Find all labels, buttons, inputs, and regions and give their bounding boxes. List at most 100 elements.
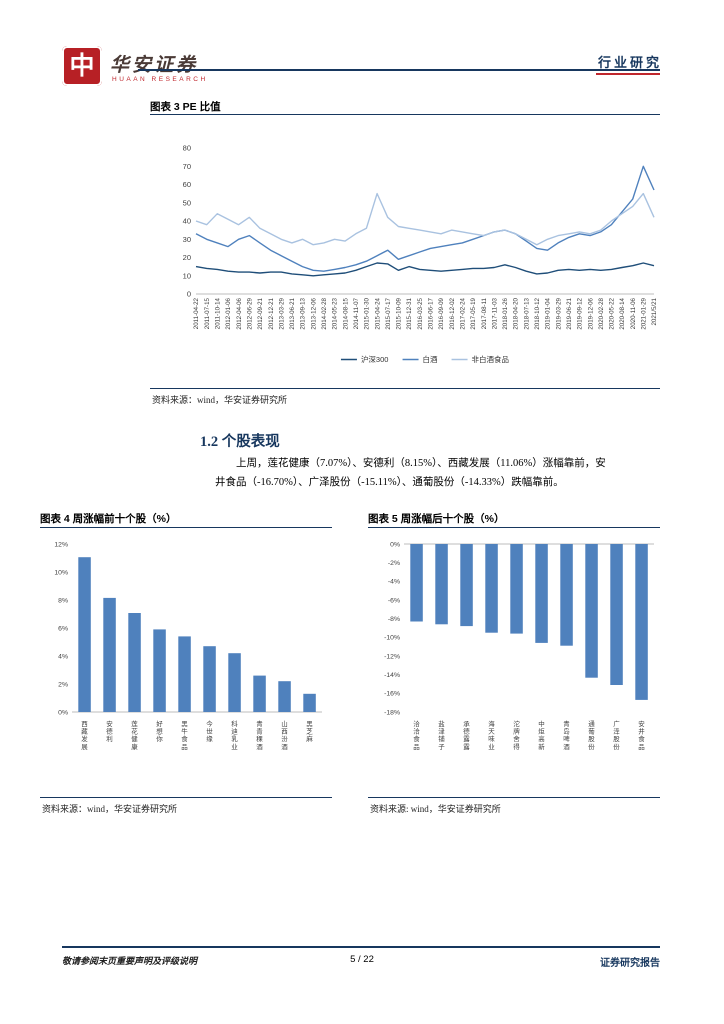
- svg-text:2017-11-03: 2017-11-03: [491, 297, 498, 329]
- svg-text:铺: 铺: [438, 734, 445, 743]
- svg-text:牛: 牛: [181, 727, 188, 736]
- svg-text:泽: 泽: [613, 728, 620, 736]
- svg-text:广: 广: [613, 719, 620, 728]
- svg-text:藏: 藏: [81, 727, 88, 736]
- svg-text:酒: 酒: [281, 743, 288, 751]
- report-type-label: 行业研究: [598, 55, 663, 70]
- brand-name-en: HUAAN RESEARCH: [112, 76, 208, 83]
- svg-text:-8%: -8%: [388, 616, 400, 623]
- svg-text:70: 70: [183, 162, 191, 171]
- svg-text:业: 业: [488, 742, 495, 751]
- svg-text:股: 股: [613, 735, 620, 743]
- svg-text:2012-01-06: 2012-01-06: [225, 297, 232, 329]
- svg-text:-16%: -16%: [384, 691, 400, 698]
- footer-rule: [62, 946, 660, 948]
- svg-text:承: 承: [463, 719, 470, 728]
- svg-text:通: 通: [588, 719, 595, 728]
- svg-text:2013-03-29: 2013-03-29: [278, 297, 285, 329]
- svg-text:品: 品: [413, 743, 420, 751]
- svg-text:-6%: -6%: [388, 597, 400, 604]
- svg-text:西: 西: [281, 728, 288, 736]
- svg-text:露: 露: [463, 735, 470, 743]
- svg-text:2020-08-14: 2020-08-14: [619, 297, 626, 329]
- svg-text:白酒: 白酒: [423, 354, 438, 364]
- svg-text:沱: 沱: [513, 719, 520, 728]
- svg-text:青: 青: [256, 719, 263, 728]
- svg-text:利: 利: [106, 734, 113, 743]
- svg-text:汾: 汾: [281, 734, 288, 743]
- svg-text:2016-09-09: 2016-09-09: [438, 297, 445, 329]
- svg-text:股: 股: [588, 735, 595, 743]
- svg-text:得: 得: [513, 742, 520, 751]
- svg-text:2016-12-02: 2016-12-02: [449, 297, 456, 329]
- svg-text:10: 10: [183, 271, 191, 280]
- svg-text:高: 高: [538, 734, 545, 743]
- svg-text:盐: 盐: [438, 719, 445, 728]
- pe-ratio-line-chart: 0 10 20 30 40 50 60 70 80 2011-04-22 2011-07-15 201…: [183, 144, 659, 365]
- svg-text:食: 食: [413, 734, 420, 743]
- svg-text:2021/5/21: 2021/5/21: [651, 297, 658, 325]
- svg-text:2012-12-21: 2012-12-21: [268, 297, 275, 329]
- svg-text:2018-07-13: 2018-07-13: [523, 297, 530, 329]
- svg-text:2013-12-06: 2013-12-06: [310, 297, 317, 329]
- svg-text:2011-04-22: 2011-04-22: [193, 297, 200, 329]
- svg-text:2015-07-17: 2015-07-17: [385, 297, 392, 329]
- svg-text:2014-11-07: 2014-11-07: [353, 297, 360, 329]
- svg-text:2013-09-13: 2013-09-13: [300, 297, 307, 329]
- svg-text:想: 想: [156, 727, 163, 736]
- svg-text:2014-05-23: 2014-05-23: [332, 297, 339, 329]
- svg-text:4%: 4%: [58, 653, 68, 660]
- svg-text:食: 食: [181, 734, 188, 743]
- svg-text:0%: 0%: [58, 709, 68, 716]
- svg-text:份: 份: [613, 742, 620, 751]
- svg-text:2015-01-30: 2015-01-30: [364, 297, 371, 329]
- svg-text:6%: 6%: [58, 625, 68, 632]
- svg-text:子: 子: [438, 743, 445, 751]
- svg-text:酒: 酒: [256, 743, 263, 751]
- svg-text:-18%: -18%: [384, 709, 400, 716]
- svg-text:山: 山: [281, 719, 288, 728]
- svg-text:花: 花: [131, 727, 138, 736]
- svg-text:津: 津: [438, 728, 445, 736]
- page-number: 5 / 22: [350, 954, 374, 965]
- svg-text:食: 食: [638, 734, 645, 743]
- figure4-source-rule: [40, 797, 332, 798]
- svg-text:今: 今: [206, 719, 213, 728]
- svg-text:安: 安: [106, 719, 113, 728]
- svg-text:30: 30: [183, 235, 191, 244]
- figure3-top-rule: [150, 114, 660, 115]
- svg-text:-4%: -4%: [388, 579, 400, 586]
- svg-text:品: 品: [638, 743, 645, 751]
- svg-text:业: 业: [231, 742, 238, 751]
- svg-text:8%: 8%: [58, 597, 68, 604]
- figure4-top-rule: [40, 527, 332, 528]
- svg-text:2014-08-15: 2014-08-15: [342, 297, 349, 329]
- svg-text:酒: 酒: [563, 743, 570, 751]
- svg-text:0: 0: [187, 290, 191, 299]
- svg-text:2017-05-19: 2017-05-19: [470, 297, 477, 329]
- weekly-gainers-bar-chart: 12%10%8%6%4%2%0%西藏发展安德利莲花健康好想你黑牛食品今世缘科迪乳…: [54, 541, 322, 751]
- svg-text:-10%: -10%: [384, 635, 400, 642]
- svg-text:0%: 0%: [390, 541, 400, 548]
- svg-text:洽: 洽: [413, 719, 420, 728]
- svg-text:牌: 牌: [513, 727, 520, 736]
- svg-text:科: 科: [231, 719, 238, 728]
- section-heading: 1.2 个股表现: [200, 434, 280, 450]
- svg-text:20: 20: [183, 253, 191, 262]
- svg-text:80: 80: [183, 144, 191, 153]
- svg-text:2%: 2%: [58, 681, 68, 688]
- svg-text:中: 中: [538, 719, 545, 728]
- svg-text:2012-06-29: 2012-06-29: [247, 297, 254, 329]
- svg-text:露: 露: [463, 743, 470, 751]
- header-rule-accent: [596, 73, 660, 75]
- svg-text:沪深300: 沪深300: [361, 354, 389, 364]
- svg-text:-2%: -2%: [388, 560, 400, 567]
- svg-text:2020-02-28: 2020-02-28: [598, 297, 605, 329]
- svg-text:味: 味: [488, 734, 495, 743]
- svg-text:2016-06-17: 2016-06-17: [428, 297, 435, 329]
- logo-seal-icon: 中: [69, 51, 95, 80]
- svg-text:2015-04-24: 2015-04-24: [374, 297, 381, 329]
- svg-text:麻: 麻: [306, 734, 313, 743]
- header-rule: [138, 69, 660, 71]
